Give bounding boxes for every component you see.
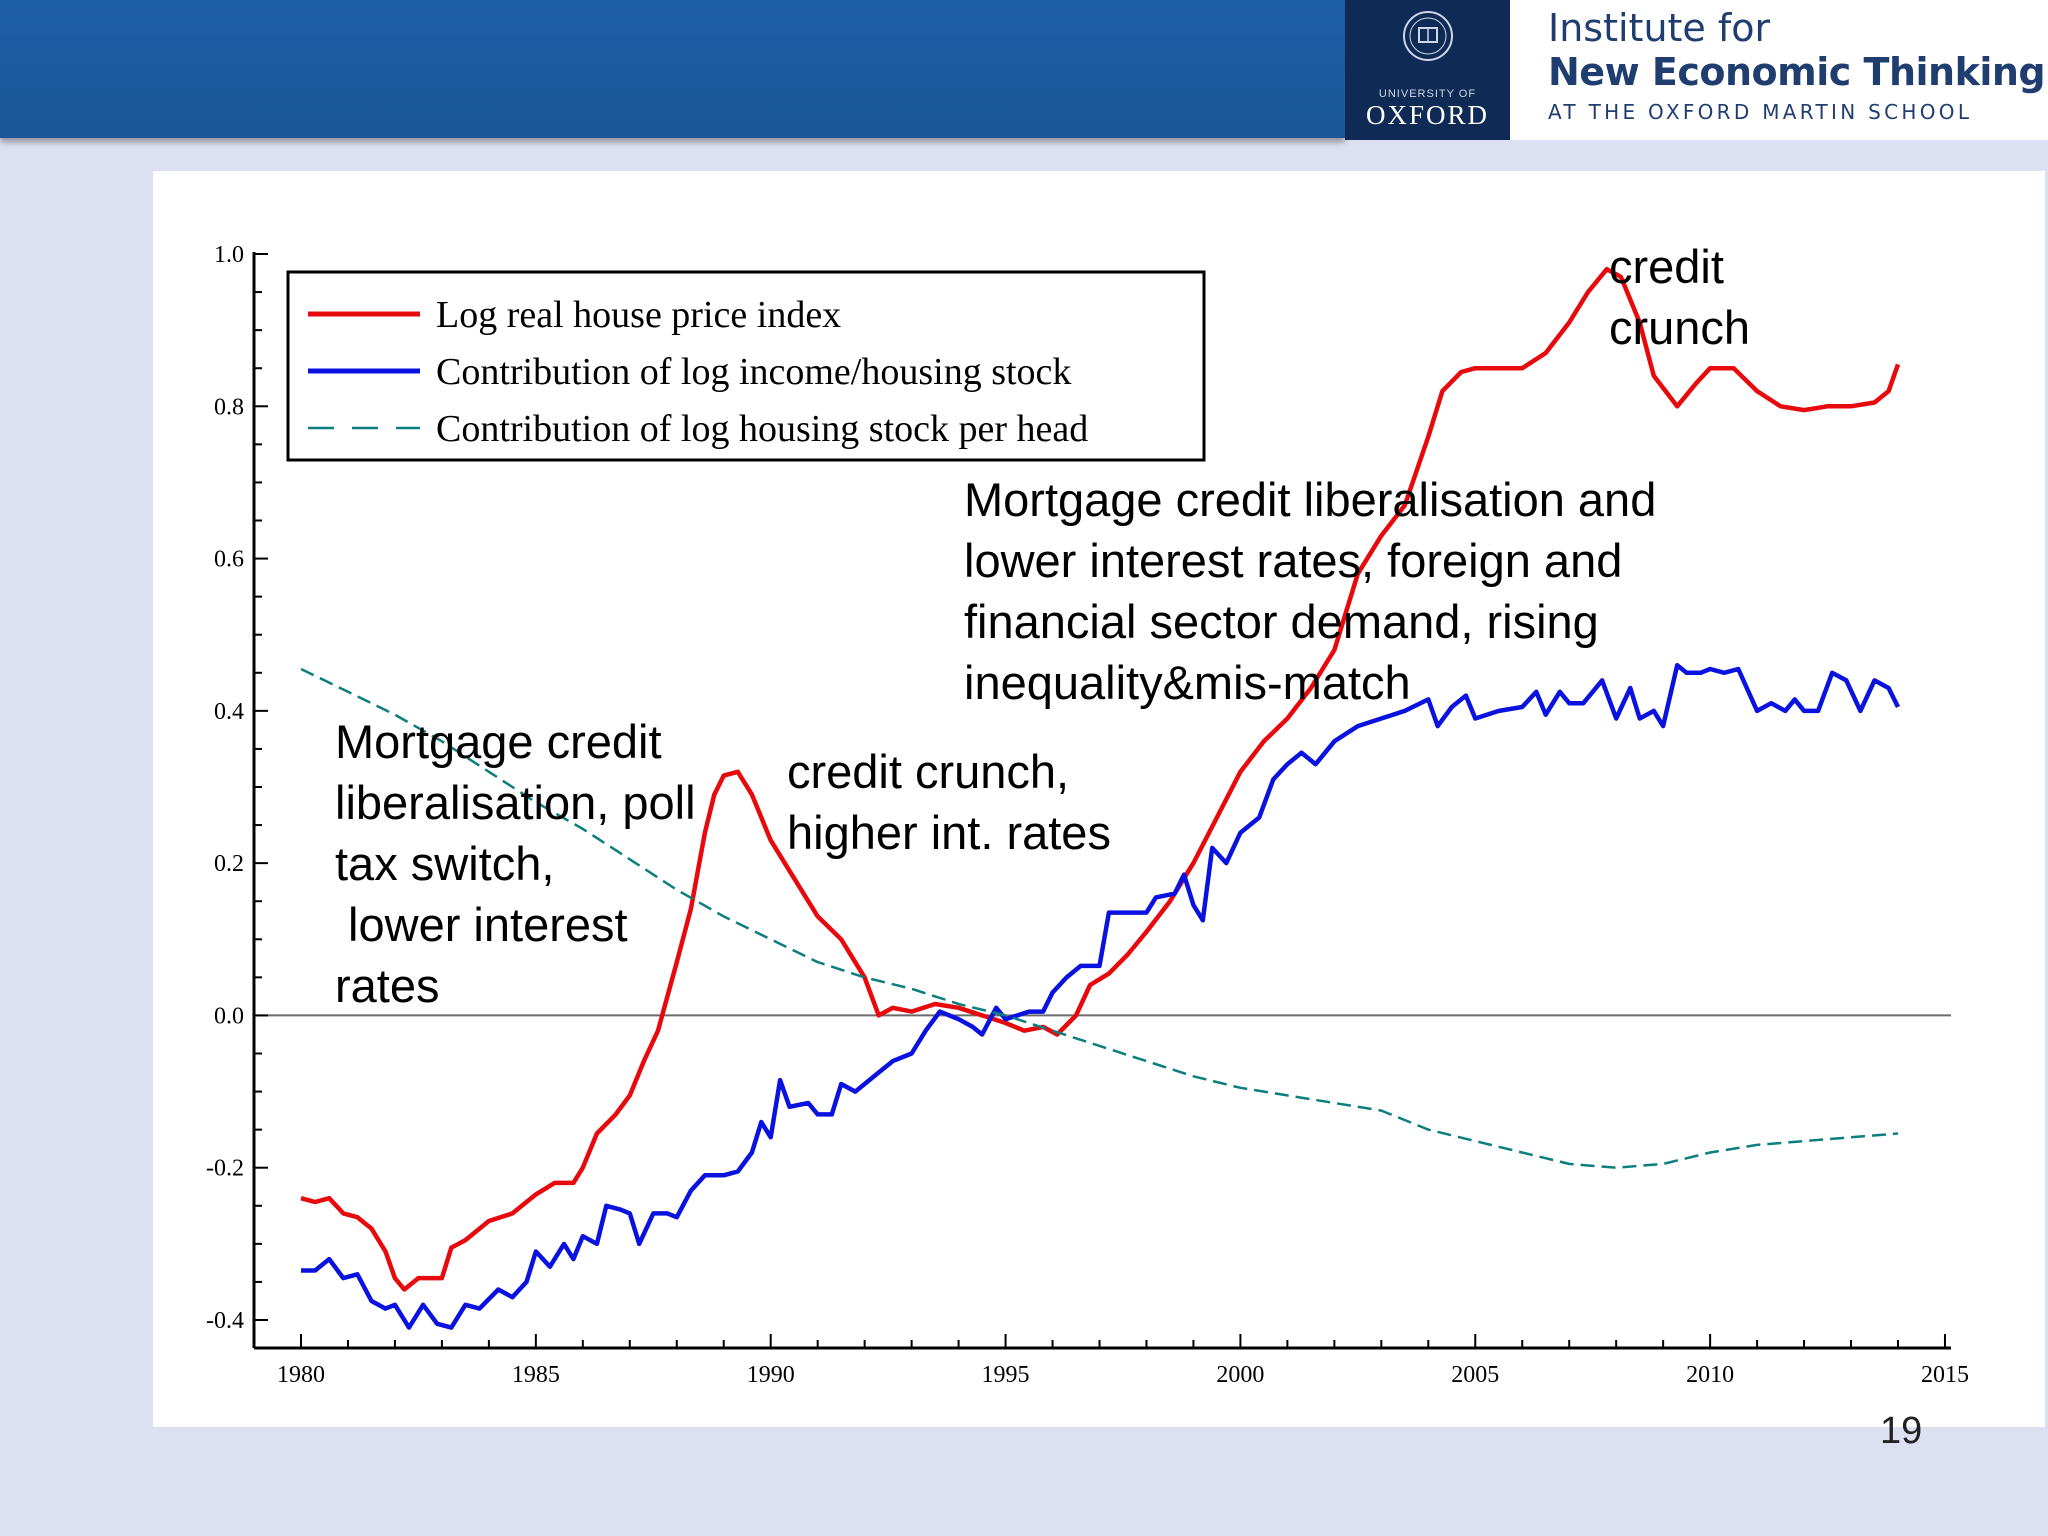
- annotation-credit-crunch-2008: credit crunch: [1609, 240, 1751, 354]
- series-line-1: [300, 266, 1901, 1292]
- legend-box: [286, 270, 1206, 462]
- university-of-text: UNIVERSITY OF: [1378, 88, 1477, 100]
- x-tick-label: 1980: [277, 1362, 325, 1388]
- institute-line-2: New Economic Thinking: [1548, 50, 2046, 94]
- y-tick-label: 0.2: [214, 851, 244, 877]
- x-tick-label: 2010: [1686, 1362, 1734, 1388]
- oxford-text: OXFORD: [1365, 100, 1490, 130]
- legend-label-1: Log real house price index: [436, 294, 841, 336]
- x-tick-label: 1995: [982, 1362, 1030, 1388]
- series-line-3: [300, 667, 1899, 1169]
- y-tick-label: 0.6: [214, 547, 244, 573]
- header-bar: [0, 0, 1345, 138]
- x-tick-label: 2000: [1216, 1362, 1264, 1388]
- oxford-crest-icon: [1403, 11, 1453, 61]
- logo-block: UNIVERSITY OF OXFORD Institute for New E…: [1345, 0, 2048, 140]
- legend-label-2: Contribution of log income/housing stock: [436, 351, 1071, 393]
- series-line-2: [301, 662, 1901, 1330]
- x-tick-label: 1985: [512, 1362, 560, 1388]
- page-number: 19: [1880, 1410, 1923, 1450]
- axes: -0.4 -0.2 0.0 0.2 0.4 0.6 0.8 1.0 1980 1985 1990 19…: [206, 242, 1969, 1388]
- y-tick-label: 0.0: [214, 1003, 244, 1029]
- legend-label-3: Contribution of log housing stock per he…: [436, 408, 1088, 450]
- y-tick-label: -0.2: [206, 1156, 244, 1182]
- annotation-boom-2000s: Mortgage credit liberalisation and lower…: [964, 473, 1657, 709]
- institute-line-1: Institute for: [1548, 6, 1771, 50]
- line-chart: -0.4 -0.2 0.0 0.2 0.4 0.6 0.8 1.0 1980 1985 1990 19…: [206, 242, 1969, 1388]
- chart-panel: -0.4 -0.2 0.0 0.2 0.4 0.6 0.8 1.0 1980 1985 1990 19…: [153, 171, 2045, 1427]
- annotation-credit-crunch-1990: credit crunch, higher int. rates: [787, 745, 1111, 859]
- annotation-boom-1980s: Mortgage credit liberalisation, poll tax…: [335, 715, 696, 1012]
- y-tick-label: 0.8: [214, 394, 244, 420]
- legend: Log real house price index Contribution o…: [286, 270, 1206, 462]
- x-tick-label: 2015: [1921, 1362, 1969, 1388]
- y-tick-label: 1.0: [214, 242, 244, 268]
- y-tick-label: -0.4: [206, 1308, 244, 1334]
- institute-line-3: AT THE OXFORD MARTIN SCHOOL: [1548, 100, 1973, 124]
- series-lines: [300, 266, 1901, 1330]
- oxford-logo: UNIVERSITY OF OXFORD: [1345, 0, 1510, 140]
- x-tick-label: 2005: [1451, 1362, 1499, 1388]
- x-tick-label: 1990: [747, 1362, 795, 1388]
- y-tick-label: 0.4: [214, 699, 244, 725]
